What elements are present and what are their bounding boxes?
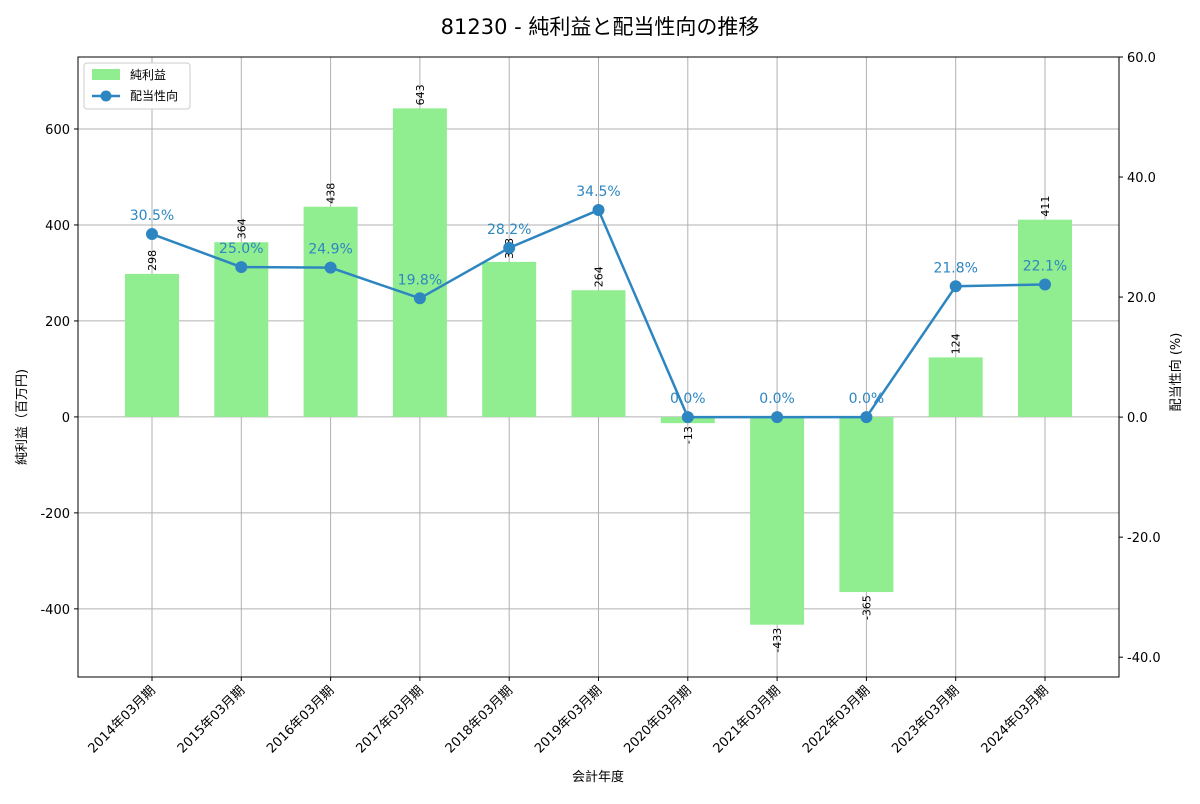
bar-label: 298 [146, 250, 159, 271]
y-tick-label: 400 [45, 219, 70, 234]
legend: 純利益 配当性向 [83, 62, 191, 110]
payout-label: 0.0% [849, 391, 885, 407]
payout-label: 19.8% [398, 272, 442, 288]
x-tick-label: 2024年03月期 [979, 683, 1052, 756]
x-tick-label: 2020年03月期 [621, 683, 694, 756]
y2-axis-label: 配当性向 (%) [1168, 333, 1184, 412]
payout-label: 24.9% [308, 242, 352, 258]
payout-point [1039, 278, 1051, 291]
payout-point [949, 280, 962, 293]
payout-point [413, 292, 426, 305]
payout-point [503, 241, 516, 254]
x-axis-label: 会計年度 [572, 769, 624, 785]
bar [392, 108, 447, 417]
payout-point [592, 204, 605, 217]
y2-tick-label: 40.0 [1127, 171, 1156, 186]
y-tick-label: -200 [40, 507, 70, 522]
y-tick-label: 200 [45, 315, 70, 330]
bar-label: -365 [860, 595, 873, 620]
y2-tick-label: 60.0 [1127, 51, 1156, 66]
y2-tick-label: 20.0 [1127, 291, 1156, 306]
payout-point [771, 411, 784, 424]
payout-point [860, 411, 873, 424]
bar [571, 290, 626, 417]
y-tick-label: 600 [45, 123, 70, 138]
payout-label: 30.5% [130, 208, 174, 224]
bar [1018, 219, 1072, 417]
x-tick-label: 2015年03月期 [175, 683, 248, 756]
legend-bar-swatch [92, 69, 120, 80]
payout-label: 34.5% [576, 184, 620, 200]
bar [303, 206, 358, 417]
payout-label: 21.8% [933, 260, 977, 276]
y2-tick-label: 0.0 [1127, 411, 1148, 426]
payout-label: 25.0% [219, 241, 263, 257]
bar-label: 364 [235, 218, 248, 239]
legend-marker [100, 90, 112, 102]
bar [928, 357, 983, 417]
bar-label: -13 [682, 426, 695, 444]
chart-title: 81230 - 純利益と配当性向の推移 [441, 15, 760, 39]
bar-label: -433 [771, 628, 784, 653]
y2-tick-label: -40.0 [1127, 651, 1161, 666]
x-tick-label: 2017年03月期 [353, 683, 426, 756]
payout-label: 0.0% [759, 391, 795, 407]
x-tick-label: 2022年03月期 [800, 683, 873, 756]
plot-frame [77, 56, 1120, 678]
payout-point [235, 261, 248, 274]
bar-label: 643 [414, 84, 427, 105]
payout-label: 22.1% [1023, 258, 1067, 274]
x-tick-label: 2021年03月期 [711, 683, 784, 756]
x-tick-label: 2014年03月期 [86, 683, 159, 756]
bar [125, 273, 179, 417]
bar-label: 411 [1039, 196, 1052, 217]
payout-label: 0.0% [670, 391, 706, 407]
bar-label: 124 [950, 333, 963, 354]
x-tick-label: 2023年03月期 [889, 683, 962, 756]
bar-label: 264 [593, 266, 606, 287]
bar [482, 261, 537, 417]
payout-point [324, 261, 337, 274]
y-axis-label: 純利益（百万円) [15, 369, 30, 465]
y2-tick-label: -20.0 [1127, 531, 1161, 546]
legend-label-payout-ratio: 配当性向 [130, 88, 178, 103]
legend-label-net-income: 純利益 [130, 68, 166, 82]
x-tick-label: 2018年03月期 [443, 683, 516, 756]
payout-point [681, 411, 694, 424]
x-tick-label: 2016年03月期 [264, 683, 337, 756]
bar-label: 438 [325, 183, 338, 204]
y-tick-label: 0 [62, 411, 70, 426]
y-tick-label: -400 [40, 603, 70, 618]
bar [750, 416, 805, 625]
payout-point [146, 228, 158, 241]
x-tick-label: 2019年03月期 [532, 683, 605, 756]
payout-label: 28.2% [487, 222, 531, 238]
bar [839, 416, 894, 593]
